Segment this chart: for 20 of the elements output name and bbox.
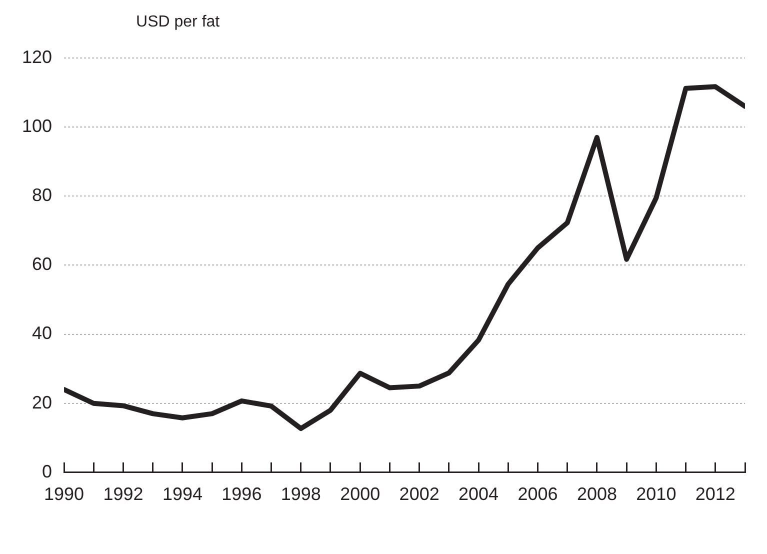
y-tick-label: 80 xyxy=(32,185,52,206)
y-axis-title: USD per fat xyxy=(136,13,220,30)
x-tick-label: 1990 xyxy=(44,484,84,504)
x-tick-label: 1994 xyxy=(162,484,202,504)
y-tick-label: 60 xyxy=(32,254,52,274)
y-tick-label: 0 xyxy=(42,461,52,482)
x-tick-label: 2012 xyxy=(695,484,736,504)
x-tick-label: 1992 xyxy=(103,484,144,504)
y-tick-label: 20 xyxy=(32,392,52,412)
y-tick-label: 120 xyxy=(22,46,52,67)
y-tick-label: 100 xyxy=(22,116,52,136)
x-tick-label: 2000 xyxy=(340,484,380,504)
x-tick-label: 1998 xyxy=(280,484,321,504)
x-tick-label: 2004 xyxy=(458,484,499,504)
x-tick-label: 2008 xyxy=(576,484,617,504)
x-tick-label: 1996 xyxy=(222,484,262,504)
x-tick-label: 2002 xyxy=(399,484,440,504)
x-tick-label: 2006 xyxy=(518,484,558,504)
y-tick-label: 40 xyxy=(32,323,52,344)
x-tick-label: 2010 xyxy=(636,484,676,504)
